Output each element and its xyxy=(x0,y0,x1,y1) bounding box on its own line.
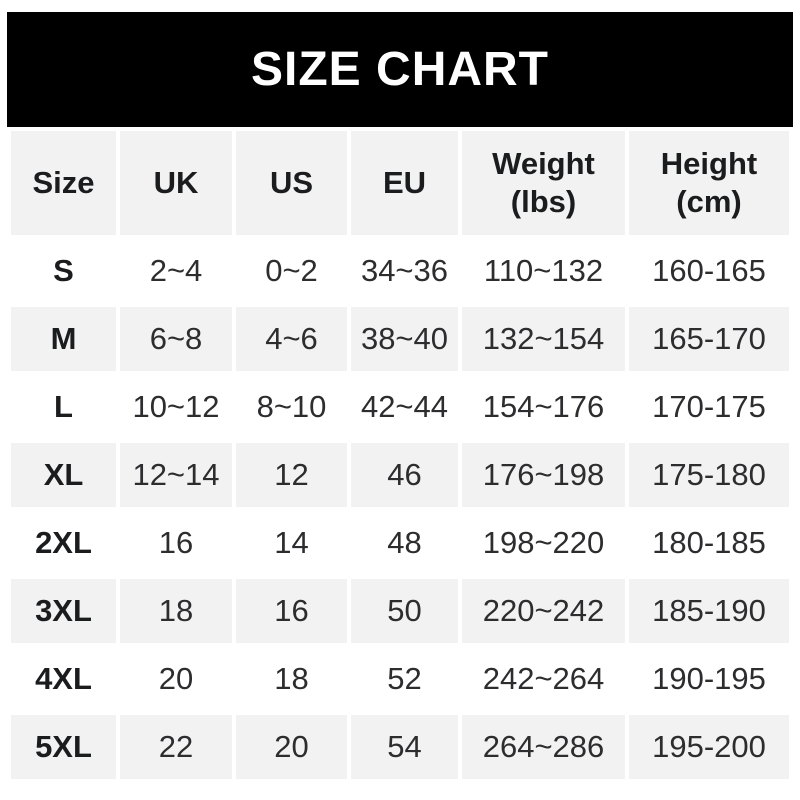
cell-height: 185-190 xyxy=(629,579,789,643)
cell-eu: 48 xyxy=(351,511,458,575)
cell-height: 195-200 xyxy=(629,715,789,779)
cell-weight: 110~132 xyxy=(462,239,625,303)
cell-weight: 264~286 xyxy=(462,715,625,779)
header-row: Size UK US EU Weight (lbs) Height (cm) xyxy=(11,131,789,235)
table-row-l: L 10~12 8~10 42~44 154~176 170-175 xyxy=(11,375,789,439)
cell-us: 4~6 xyxy=(236,307,347,371)
cell-uk: 10~12 xyxy=(120,375,232,439)
cell-height: 180-185 xyxy=(629,511,789,575)
cell-weight: 220~242 xyxy=(462,579,625,643)
size-chart-banner: SIZE CHART xyxy=(7,12,793,127)
cell-height: 160-165 xyxy=(629,239,789,303)
cell-us: 18 xyxy=(236,647,347,711)
cell-weight: 154~176 xyxy=(462,375,625,439)
cell-uk: 20 xyxy=(120,647,232,711)
table-row-s: S 2~4 0~2 34~36 110~132 160-165 xyxy=(11,239,789,303)
cell-us: 8~10 xyxy=(236,375,347,439)
table-row-2xl: 2XL 16 14 48 198~220 180-185 xyxy=(11,511,789,575)
cell-eu: 34~36 xyxy=(351,239,458,303)
cell-eu: 38~40 xyxy=(351,307,458,371)
cell-size: S xyxy=(11,239,116,303)
cell-size: 3XL xyxy=(11,579,116,643)
cell-size: 4XL xyxy=(11,647,116,711)
table-header: Size UK US EU Weight (lbs) Height (cm) xyxy=(11,131,789,235)
cell-eu: 54 xyxy=(351,715,458,779)
cell-size: 5XL xyxy=(11,715,116,779)
cell-uk: 18 xyxy=(120,579,232,643)
column-header-eu: EU xyxy=(351,131,458,235)
cell-eu: 46 xyxy=(351,443,458,507)
table-body: S 2~4 0~2 34~36 110~132 160-165 M 6~8 4~… xyxy=(11,239,789,779)
size-chart-table: Size UK US EU Weight (lbs) Height (cm) S… xyxy=(7,127,793,783)
cell-uk: 22 xyxy=(120,715,232,779)
column-header-uk: UK xyxy=(120,131,232,235)
cell-height: 190-195 xyxy=(629,647,789,711)
cell-uk: 2~4 xyxy=(120,239,232,303)
cell-uk: 6~8 xyxy=(120,307,232,371)
cell-us: 0~2 xyxy=(236,239,347,303)
cell-weight: 242~264 xyxy=(462,647,625,711)
table-row-m: M 6~8 4~6 38~40 132~154 165-170 xyxy=(11,307,789,371)
table-row-xl: XL 12~14 12 46 176~198 175-180 xyxy=(11,443,789,507)
column-header-weight: Weight (lbs) xyxy=(462,131,625,235)
cell-height: 165-170 xyxy=(629,307,789,371)
cell-eu: 50 xyxy=(351,579,458,643)
cell-us: 12 xyxy=(236,443,347,507)
cell-size: L xyxy=(11,375,116,439)
cell-size: XL xyxy=(11,443,116,507)
cell-uk: 12~14 xyxy=(120,443,232,507)
cell-weight: 198~220 xyxy=(462,511,625,575)
table-row-3xl: 3XL 18 16 50 220~242 185-190 xyxy=(11,579,789,643)
size-chart-page: SIZE CHART Size UK US EU Weight (lbs) He… xyxy=(0,12,800,800)
cell-us: 16 xyxy=(236,579,347,643)
table-row-5xl: 5XL 22 20 54 264~286 195-200 xyxy=(11,715,789,779)
cell-eu: 42~44 xyxy=(351,375,458,439)
column-header-height: Height (cm) xyxy=(629,131,789,235)
cell-uk: 16 xyxy=(120,511,232,575)
column-header-us: US xyxy=(236,131,347,235)
cell-height: 170-175 xyxy=(629,375,789,439)
column-header-size: Size xyxy=(11,131,116,235)
cell-size: 2XL xyxy=(11,511,116,575)
page-title: SIZE CHART xyxy=(251,42,549,96)
cell-size: M xyxy=(11,307,116,371)
cell-weight: 176~198 xyxy=(462,443,625,507)
cell-weight: 132~154 xyxy=(462,307,625,371)
table-row-4xl: 4XL 20 18 52 242~264 190-195 xyxy=(11,647,789,711)
cell-us: 20 xyxy=(236,715,347,779)
cell-us: 14 xyxy=(236,511,347,575)
cell-height: 175-180 xyxy=(629,443,789,507)
cell-eu: 52 xyxy=(351,647,458,711)
